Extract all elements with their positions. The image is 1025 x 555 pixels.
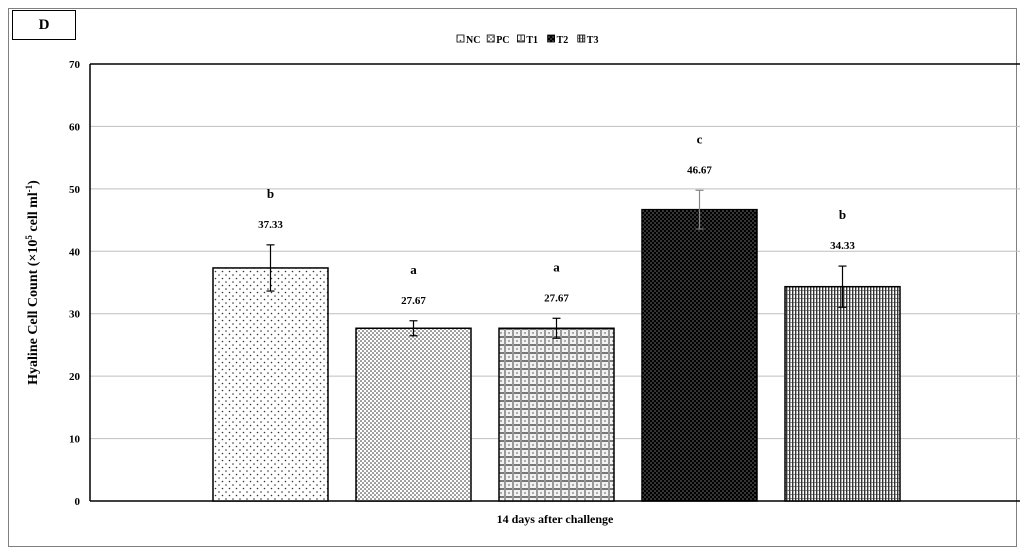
bar-t2 xyxy=(641,208,758,502)
y-tick-label: 70 xyxy=(69,59,81,71)
legend-label-t3: T3 xyxy=(587,35,599,46)
y-tick-label: 50 xyxy=(69,184,81,196)
panel-label: D xyxy=(12,10,76,40)
y-tick-label: 0 xyxy=(75,496,81,508)
legend-label-nc: NC xyxy=(466,35,480,46)
bars: 37.33 b 27.67 a 27.67 a 46.67 c 34.33 b xyxy=(212,131,901,502)
legend: NC PC T1 T2 T3 xyxy=(456,34,599,46)
significance-letter: b xyxy=(839,207,846,222)
bar-t1 xyxy=(498,327,615,502)
y-tick-label: 30 xyxy=(69,309,81,321)
bar-nc xyxy=(212,267,329,502)
y-tick-label: 10 xyxy=(69,434,81,446)
bar-t3 xyxy=(784,285,901,502)
chart-frame xyxy=(8,8,1017,547)
significance-letter: a xyxy=(553,259,560,274)
y-tick-label: 40 xyxy=(69,246,81,258)
legend-swatch-t2 xyxy=(547,34,555,43)
legend-label-t1: T1 xyxy=(526,35,538,46)
y-tick-label: 60 xyxy=(69,121,81,133)
legend-label-pc: PC xyxy=(496,35,509,46)
value-label: 37.33 xyxy=(258,219,283,231)
value-label: 27.67 xyxy=(401,295,426,307)
x-axis-label: 14 days after challenge xyxy=(497,512,614,526)
legend-swatch-t1 xyxy=(517,34,525,43)
significance-letter: a xyxy=(410,262,417,277)
y-axis-label: Hyaline Cell Count (×105 cell ml-1) xyxy=(24,180,41,385)
legend-swatch-t3 xyxy=(577,34,586,43)
value-label: 34.33 xyxy=(830,240,855,252)
significance-letter: b xyxy=(267,186,274,201)
value-label: 46.67 xyxy=(687,164,712,176)
bar-pc xyxy=(355,327,472,502)
legend-swatch-nc xyxy=(456,34,465,43)
legend-swatch-pc xyxy=(486,34,495,43)
panel-label-text: D xyxy=(38,16,50,33)
value-label: 27.67 xyxy=(544,292,569,304)
y-tick-label: 20 xyxy=(69,371,81,383)
legend-label-t2: T2 xyxy=(557,35,569,46)
significance-letter: c xyxy=(697,131,703,146)
